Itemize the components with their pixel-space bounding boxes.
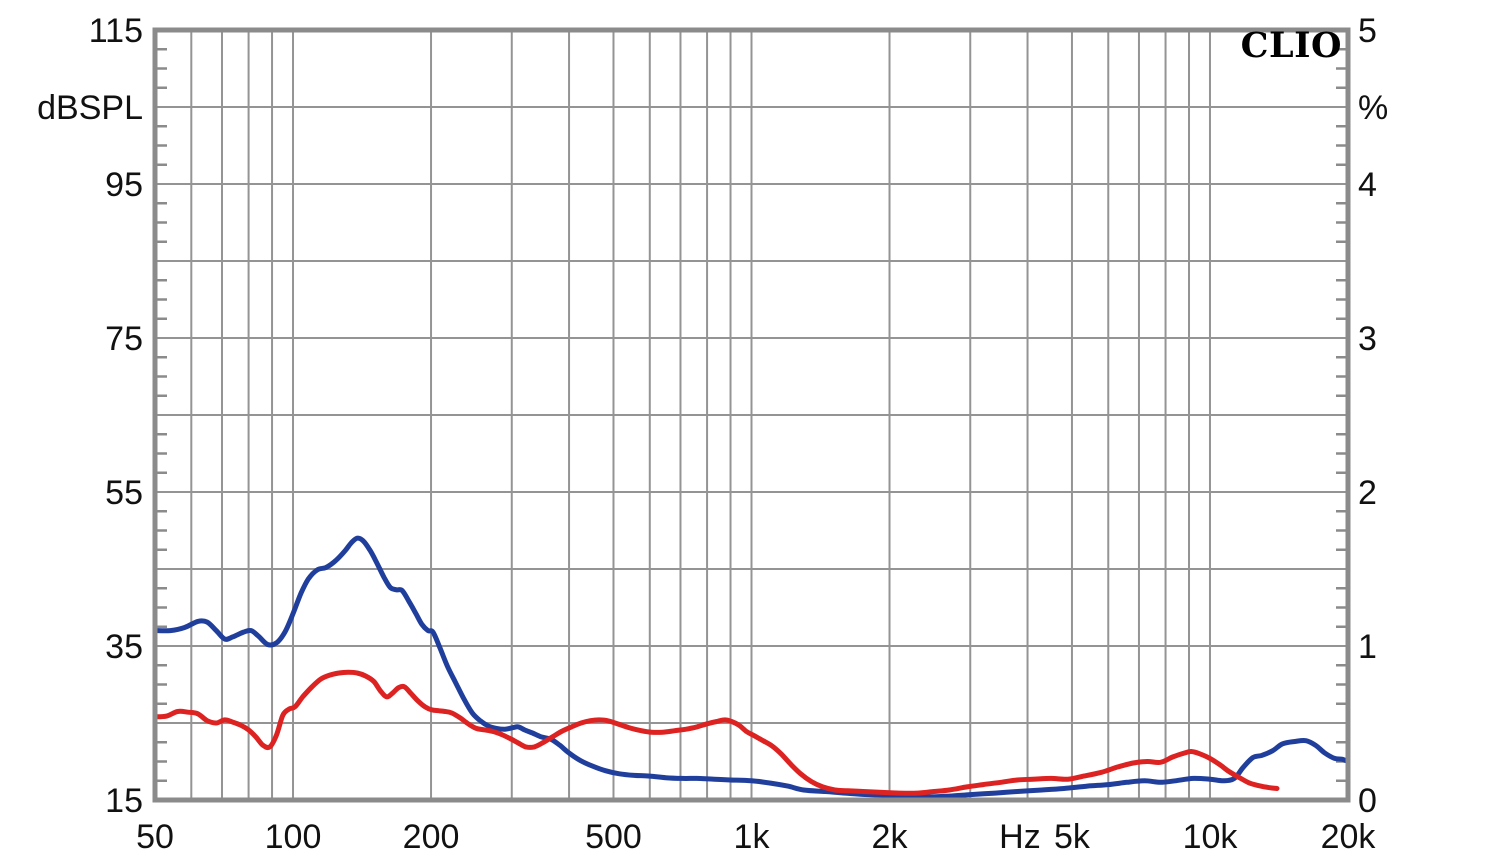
axis-labels: 115 dBSPL 95 75 55 35 15 5% 4 3 2 1 0 50 100 200 500 1k 2k… <box>37 12 1388 856</box>
right-axis-label-%: % <box>1358 89 1388 127</box>
right-axis-label-5: 5 <box>1358 12 1377 50</box>
x-axis-label-1k: 1k <box>734 818 771 856</box>
left-axis-label-95: 95 <box>105 166 143 204</box>
clio-logo: CLIO <box>1240 25 1342 66</box>
x-axis-label-100: 100 <box>265 818 322 856</box>
left-axis-label-55: 55 <box>105 474 143 512</box>
red-curve <box>155 669 1280 796</box>
x-axis-label-10k: 10k <box>1183 818 1239 856</box>
x-axis-label-50: 50 <box>136 818 174 856</box>
x-axis-label-5k: 5k <box>1054 818 1091 856</box>
right-axis-label-0: 0 <box>1358 782 1377 820</box>
blue-curve <box>155 535 1348 800</box>
plot-frame <box>152 27 1351 803</box>
left-axis-label-115: 115 <box>89 12 143 50</box>
x-axis-label-2k: 2k <box>872 818 909 856</box>
left-axis-label-35: 35 <box>105 628 143 666</box>
left-axis-label-15: 15 <box>105 782 143 820</box>
right-axis-label-4: 4 <box>1358 166 1377 204</box>
right-axis-label-2: 2 <box>1358 474 1377 512</box>
x-axis-label-Hz: Hz <box>999 818 1041 856</box>
gridlines <box>155 30 1348 800</box>
left-axis-label-dBSPL: dBSPL <box>37 89 143 127</box>
series-curves <box>155 535 1348 800</box>
right-axis-label-1: 1 <box>1358 628 1377 666</box>
minor-ticks <box>157 48 1346 782</box>
x-axis-label-200: 200 <box>403 818 460 856</box>
x-axis-label-500: 500 <box>585 818 642 856</box>
x-axis-label-20k: 20k <box>1321 818 1377 856</box>
left-axis-label-75: 75 <box>105 320 143 358</box>
right-axis-label-3: 3 <box>1358 320 1377 358</box>
